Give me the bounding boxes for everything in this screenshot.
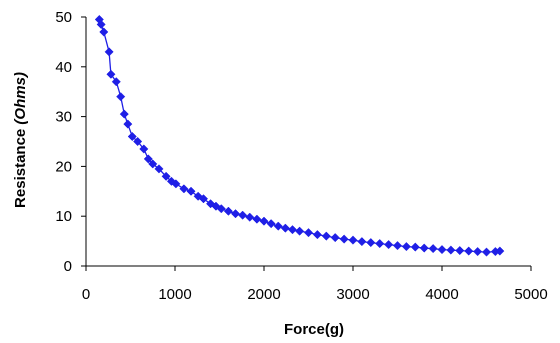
data-point <box>119 109 129 119</box>
y-tick-label: 40 <box>55 59 72 76</box>
data-point <box>410 242 420 252</box>
data-point <box>495 246 505 256</box>
y-ticks: 0 10 20 30 40 50 <box>55 9 86 275</box>
data-point <box>266 219 276 229</box>
data-point <box>330 233 340 243</box>
data-point <box>154 164 164 174</box>
data-point <box>133 136 143 147</box>
data-point <box>280 223 290 233</box>
data-point <box>348 235 358 245</box>
data-point <box>455 246 465 256</box>
y-tick-label: 10 <box>55 208 72 225</box>
data-point <box>312 230 322 240</box>
data-point <box>139 144 149 154</box>
data-point <box>366 238 376 248</box>
x-tick-label: 1000 <box>158 286 191 303</box>
data-point <box>464 246 474 256</box>
data-point <box>161 171 171 181</box>
y-axis-title-prefix: Resistance <box>12 125 29 208</box>
data-point <box>223 206 233 216</box>
data-point <box>287 225 298 235</box>
data-point <box>106 69 116 79</box>
series-line <box>98 19 500 253</box>
data-point <box>99 27 109 37</box>
data-point <box>252 214 262 224</box>
data-point <box>321 231 331 241</box>
y-tick-label: 20 <box>55 158 72 175</box>
data-point <box>116 92 126 102</box>
data-point <box>245 212 255 222</box>
data-point <box>238 210 248 220</box>
data-point <box>127 131 137 142</box>
data-point <box>419 243 429 253</box>
data-point <box>104 47 114 57</box>
data-point <box>96 19 106 30</box>
y-tick-label: 0 <box>64 258 72 275</box>
data-point <box>303 228 314 238</box>
data-point <box>273 221 283 231</box>
data-point <box>148 159 158 169</box>
data-point <box>166 176 176 186</box>
data-point <box>401 242 411 252</box>
data-point <box>428 244 438 254</box>
data-point <box>375 239 385 249</box>
data-point <box>111 77 121 87</box>
x-ticks: 0 1000 2000 3000 4000 5000 <box>82 266 548 303</box>
data-point <box>481 247 492 257</box>
data-point <box>186 186 196 196</box>
y-axis-title: Resistance (Ohms) <box>12 72 29 208</box>
data-point <box>339 234 349 244</box>
data-point <box>259 216 269 226</box>
y-axis-title-unit: (Ohms) <box>12 72 29 125</box>
y-tick-label: 50 <box>55 9 72 26</box>
data-point <box>392 241 403 251</box>
x-tick-label: 3000 <box>336 286 369 303</box>
x-tick-label: 5000 <box>514 286 547 303</box>
data-point <box>143 154 153 164</box>
series-layer <box>94 14 505 257</box>
data-point <box>216 204 226 214</box>
data-point <box>295 226 305 236</box>
data-point <box>384 240 394 250</box>
x-tick-label: 2000 <box>247 286 280 303</box>
x-tick-label: 0 <box>82 286 90 303</box>
data-point <box>198 194 209 204</box>
data-point <box>446 245 456 255</box>
data-point <box>437 245 447 255</box>
axes <box>85 17 531 267</box>
data-point <box>473 247 483 257</box>
y-tick-label: 30 <box>55 109 72 126</box>
data-point <box>123 119 133 129</box>
data-point <box>357 237 367 247</box>
data-point <box>230 209 241 219</box>
x-axis-title: Force(g) <box>284 321 344 338</box>
data-point <box>179 184 189 194</box>
x-tick-label: 4000 <box>425 286 458 303</box>
data-point <box>171 179 181 189</box>
